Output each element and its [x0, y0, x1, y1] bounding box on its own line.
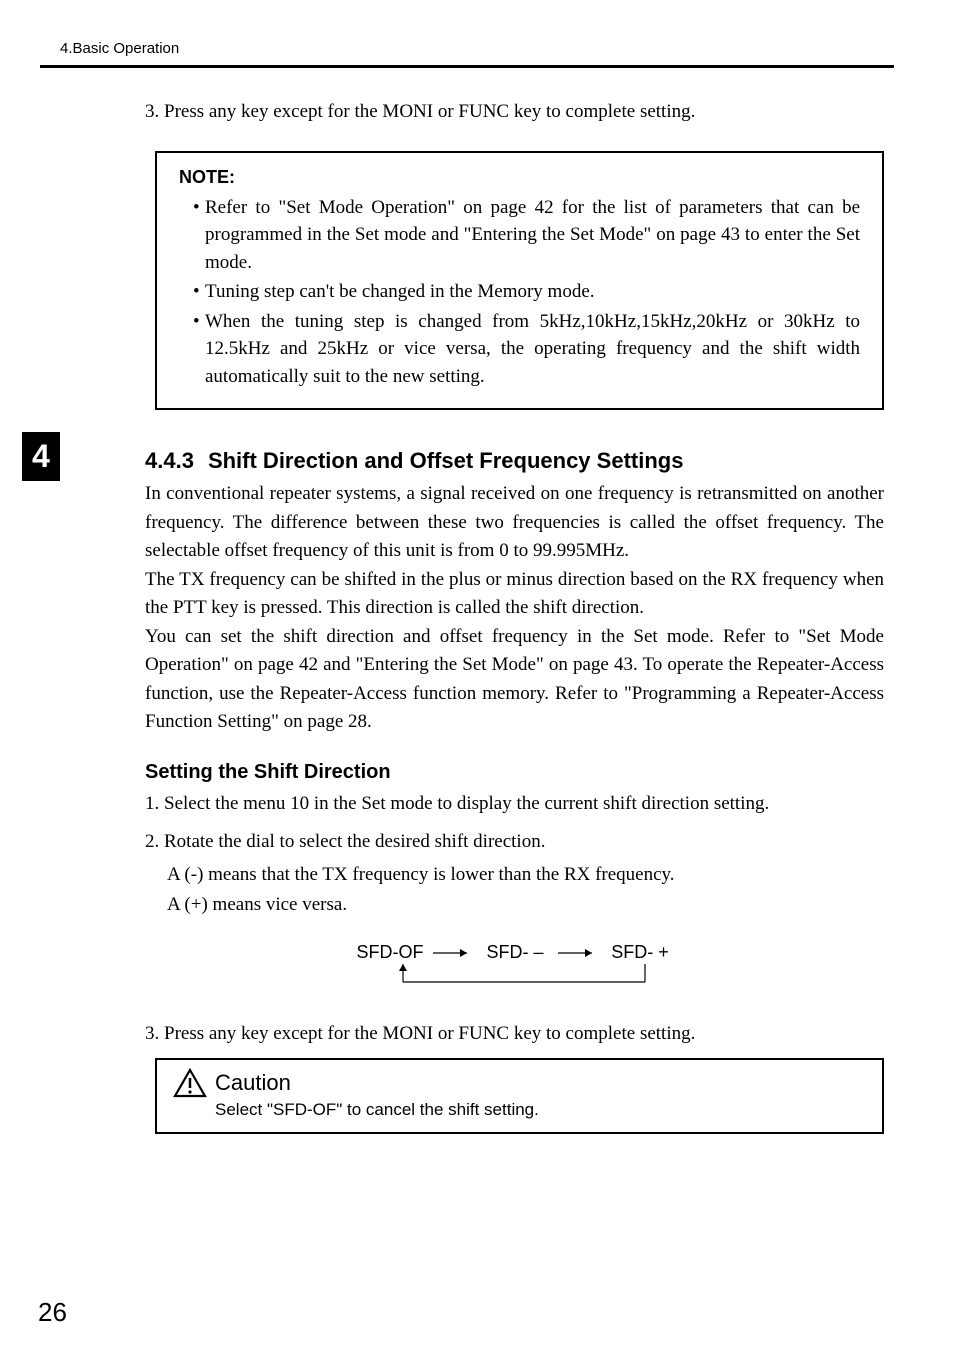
section-paragraph: The TX frequency can be shifted in the p…	[145, 566, 884, 623]
diagram-node: SFD- +	[611, 942, 669, 962]
page-number: 26	[38, 1297, 67, 1328]
subsection-heading: Setting the Shift Direction	[145, 761, 884, 784]
step-text: Select the menu 10 in the Set mode to di…	[164, 793, 769, 814]
note-item: Refer to "Set Mode Operation" on page 42…	[193, 194, 860, 277]
step-1: 1. Select the menu 10 in the Set mode to…	[145, 790, 884, 819]
step-text: Press any key except for the MONI or FUN…	[164, 101, 695, 122]
caution-box: Caution Select "SFD-OF" to cancel the sh…	[155, 1058, 884, 1134]
note-box: NOTE: Refer to "Set Mode Operation" on p…	[155, 151, 884, 411]
main-content: 3. Press any key except for the MONI or …	[145, 98, 884, 1134]
note-item: Tuning step can't be changed in the Memo…	[193, 278, 860, 306]
section-number: 4.4.3	[145, 448, 194, 474]
breadcrumb: 4.Basic Operation	[60, 40, 179, 57]
caution-header: Caution	[173, 1068, 866, 1098]
chapter-tab: 4	[22, 432, 60, 481]
section-paragraph: In conventional repeater systems, a sign…	[145, 480, 884, 566]
section-paragraph: You can set the shift direction and offs…	[145, 623, 884, 737]
step-3-top: 3. Press any key except for the MONI or …	[145, 98, 884, 127]
step-2: 2. Rotate the dial to select the desired…	[145, 828, 884, 857]
shift-cycle-diagram: SFD-OF SFD- – SFD- +	[145, 942, 884, 992]
step-text: Press any key except for the MONI or FUN…	[164, 1023, 695, 1044]
step-3: 3. Press any key except for the MONI or …	[145, 1020, 884, 1049]
section-heading: 4.4.3 Shift Direction and Offset Frequenc…	[145, 448, 884, 474]
note-title: NOTE:	[179, 167, 860, 188]
note-item: When the tuning step is changed from 5kH…	[193, 308, 860, 391]
diagram-node: SFD- –	[486, 942, 543, 962]
caution-text: Select "SFD-OF" to cancel the shift sett…	[215, 1100, 866, 1120]
note-list: Refer to "Set Mode Operation" on page 42…	[179, 194, 860, 391]
warning-icon	[173, 1068, 207, 1098]
diagram-node: SFD-OF	[356, 942, 423, 962]
step-2-sub: A (-) means that the TX frequency is low…	[145, 861, 884, 890]
step-number: 3.	[145, 101, 159, 122]
diagram-svg: SFD-OF SFD- – SFD- +	[345, 942, 685, 992]
caution-title: Caution	[215, 1070, 291, 1096]
step-text: Rotate the dial to select the desired sh…	[164, 831, 545, 852]
section-title: Shift Direction and Offset Frequency Set…	[208, 448, 684, 473]
step-2-sub: A (+) means vice versa.	[145, 891, 884, 920]
page-header: 4.Basic Operation	[40, 40, 894, 68]
